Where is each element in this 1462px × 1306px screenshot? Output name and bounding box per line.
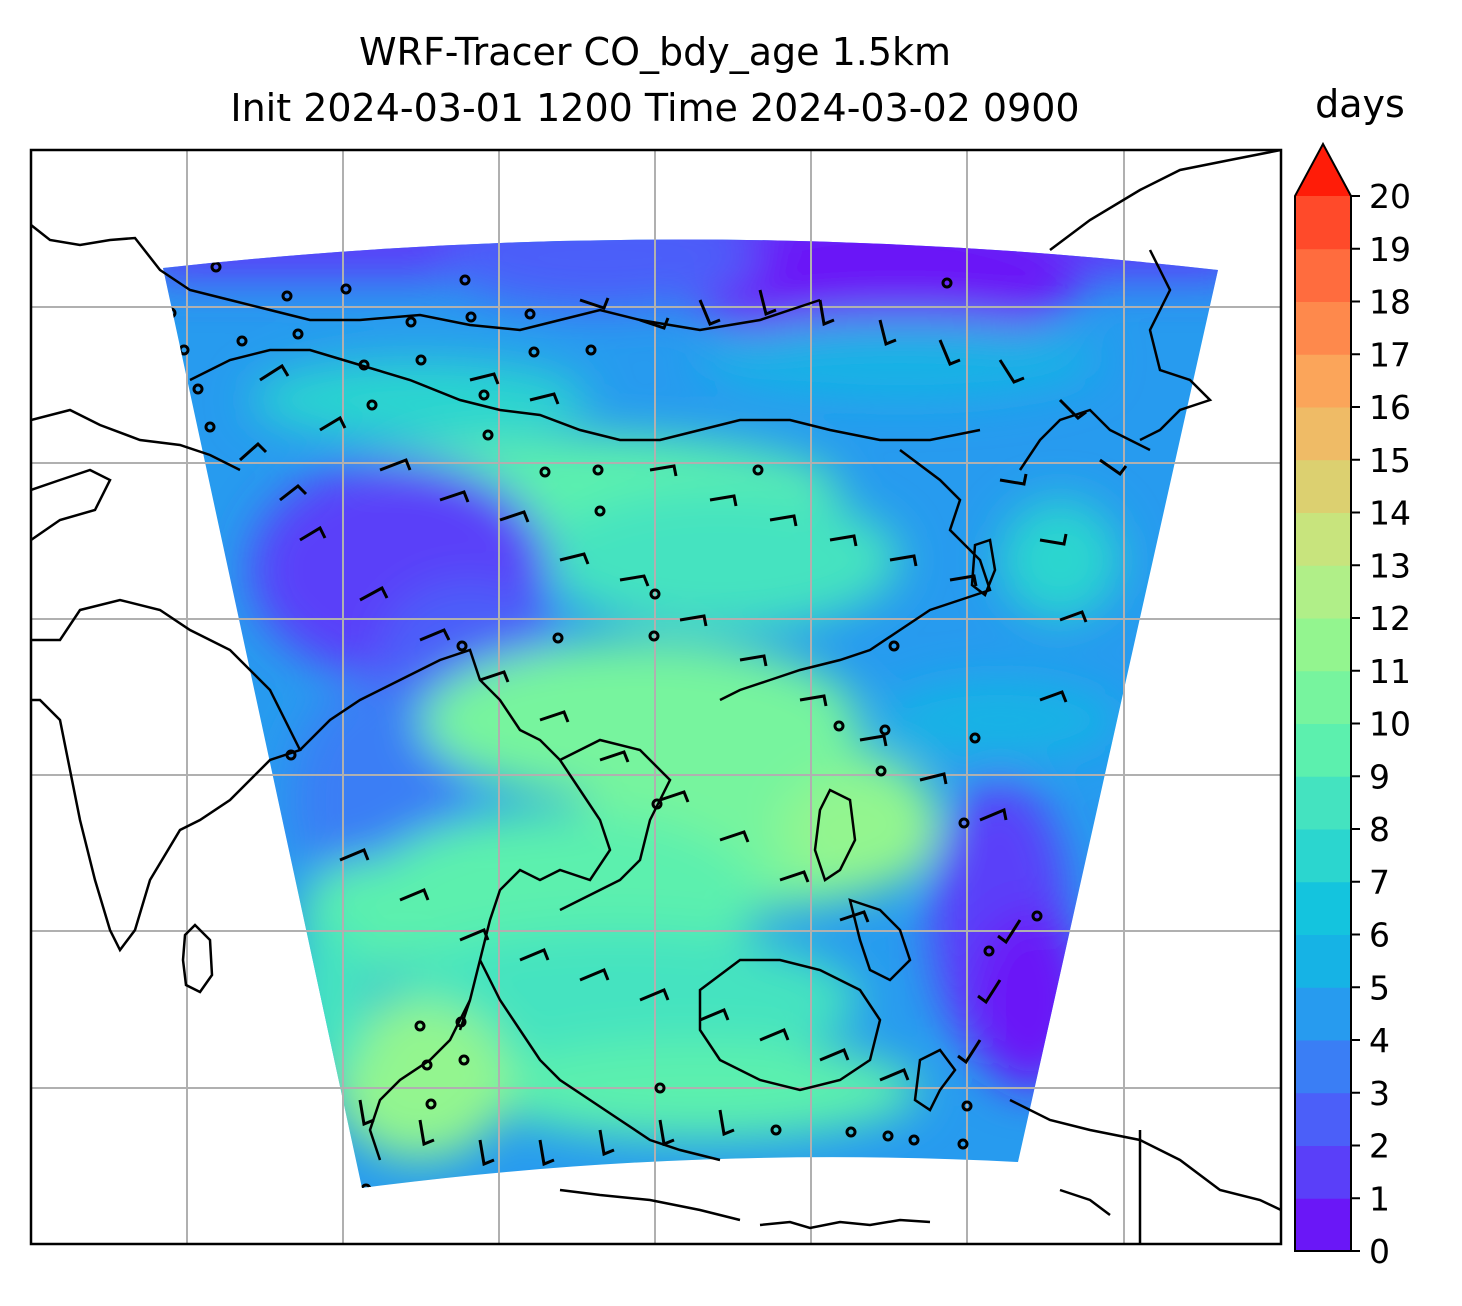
colorbar-tick-label: 16 <box>1369 388 1411 427</box>
colorbar-segment <box>1295 565 1351 619</box>
colorbar-segment <box>1295 354 1351 408</box>
colorbar-tick-label: 17 <box>1369 335 1411 374</box>
colorbar-segment <box>1295 1092 1351 1146</box>
colorbar-tick-label: 15 <box>1369 441 1411 480</box>
colorbar-segment <box>1295 248 1351 302</box>
colorbar-tick-label: 14 <box>1369 494 1411 533</box>
colorbar-extend-arrow <box>1295 144 1351 196</box>
colorbar-segment <box>1295 776 1351 830</box>
coastlines <box>31 150 1281 1244</box>
colorbar-tick-label: 13 <box>1369 546 1411 585</box>
colorbar-outline <box>1294 141 1352 1252</box>
colorbar-tick-label: 12 <box>1369 599 1411 638</box>
colorbar-segment <box>1295 987 1351 1041</box>
colorbar-tick-label: 18 <box>1369 283 1411 322</box>
colorbar-tick-label: 4 <box>1369 1021 1390 1060</box>
map-title-line2: Init 2024-03-01 1200 Time 2024-03-02 090… <box>230 86 1080 130</box>
colorbar-segment <box>1295 670 1351 724</box>
colorbar-segment <box>1295 934 1351 988</box>
colorbar-segment <box>1295 1040 1351 1094</box>
colorbar-tick-label: 20 <box>1369 177 1411 216</box>
colorbar-tick-label: 1 <box>1369 1179 1390 1218</box>
colorbar-segment <box>1295 829 1351 883</box>
colorbar-units-label: days <box>1315 82 1405 126</box>
colorbar-segment <box>1295 881 1351 935</box>
colorbar-tick-label: 9 <box>1369 757 1390 796</box>
map-title-line1: WRF-Tracer CO_bdy_age 1.5km <box>358 30 952 74</box>
colorbar-tick-label: 3 <box>1369 1074 1390 1113</box>
colorbar-segment <box>1295 301 1351 355</box>
colorbar-tick-label: 11 <box>1369 652 1411 691</box>
colorbar-tick-label: 19 <box>1369 230 1411 269</box>
colorbar-segment <box>1295 723 1351 777</box>
colorbar-segment <box>1295 1198 1351 1252</box>
colorbar-tick-label: 0 <box>1369 1232 1390 1271</box>
colorbar-tick-label: 8 <box>1369 810 1390 849</box>
colorbar-segment <box>1295 196 1351 250</box>
colorbar-tick-label: 2 <box>1369 1127 1390 1166</box>
colorbar-tick-label: 10 <box>1369 705 1411 744</box>
colorbar-segment <box>1295 512 1351 566</box>
wind-barbs <box>165 261 1128 1189</box>
map-axes-frame <box>29 148 1283 1246</box>
colorbar-tick-label: 6 <box>1369 916 1390 955</box>
colorbar-tick-label: 5 <box>1369 968 1390 1007</box>
colorbar-segment <box>1295 459 1351 513</box>
colorbar-segment <box>1295 618 1351 672</box>
colorbar-tick-label: 7 <box>1369 863 1390 902</box>
colorbar-segment <box>1295 1145 1351 1199</box>
colorbar-segment <box>1295 407 1351 461</box>
